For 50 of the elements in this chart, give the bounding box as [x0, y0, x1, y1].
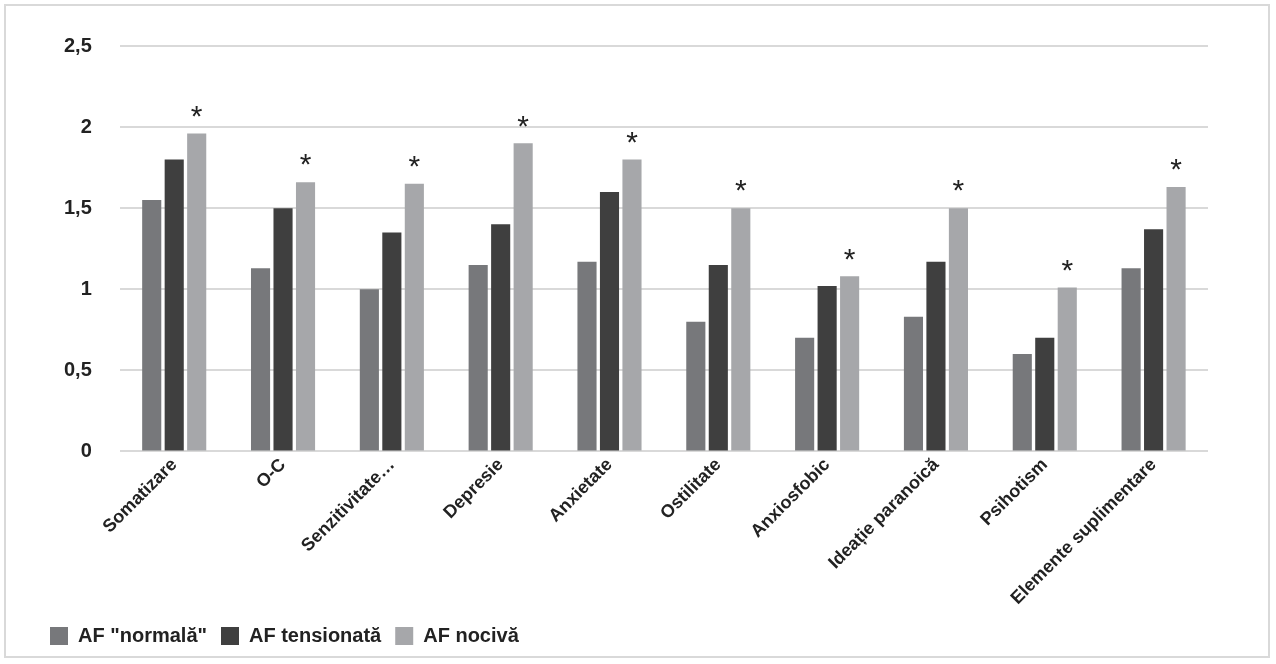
bar	[708, 264, 728, 451]
bar	[686, 321, 706, 451]
bar	[599, 191, 620, 451]
bar	[273, 208, 293, 451]
bar	[468, 264, 488, 451]
bar	[513, 143, 533, 451]
bar	[1012, 354, 1032, 451]
annotation: *	[517, 108, 530, 142]
bar	[731, 208, 751, 451]
annotation: *	[734, 173, 747, 207]
bar	[295, 182, 316, 451]
bar	[1144, 229, 1164, 451]
legend-label: AF "normală"	[78, 623, 207, 646]
bar	[1121, 268, 1141, 451]
bar	[142, 200, 162, 451]
bar	[382, 232, 402, 451]
bar	[359, 289, 379, 451]
x-tick-label: O-C	[251, 454, 290, 492]
y-tick-label: 1,5	[63, 195, 92, 218]
bar	[817, 285, 837, 451]
bar	[1035, 337, 1055, 451]
bar	[903, 316, 924, 451]
annotation: *	[843, 241, 856, 275]
bar	[404, 183, 424, 451]
bar	[491, 224, 511, 451]
bar	[622, 159, 642, 451]
bar	[1057, 287, 1077, 451]
annotation: *	[408, 149, 421, 183]
bar	[250, 268, 271, 451]
bar	[926, 261, 946, 451]
annotation: *	[299, 147, 312, 181]
bar	[1166, 187, 1186, 451]
bar	[948, 208, 968, 451]
annotation: *	[190, 98, 203, 132]
annotation: *	[1061, 252, 1074, 286]
y-tick-label: 1	[80, 276, 92, 299]
bar	[840, 276, 860, 451]
legend-label: AF nocivă	[423, 623, 520, 646]
annotation: *	[626, 124, 639, 158]
bar	[164, 159, 184, 451]
annotation: *	[1170, 152, 1183, 186]
annotation: *	[952, 173, 965, 207]
y-tick-label: 0	[80, 438, 92, 461]
bar	[795, 337, 815, 451]
bar	[187, 133, 207, 451]
legend-label: AF tensionată	[248, 623, 383, 646]
bar	[577, 261, 597, 451]
y-tick-label: 0,5	[63, 357, 92, 380]
y-tick-label: 2,5	[63, 33, 92, 56]
y-tick-label: 2	[80, 114, 92, 137]
